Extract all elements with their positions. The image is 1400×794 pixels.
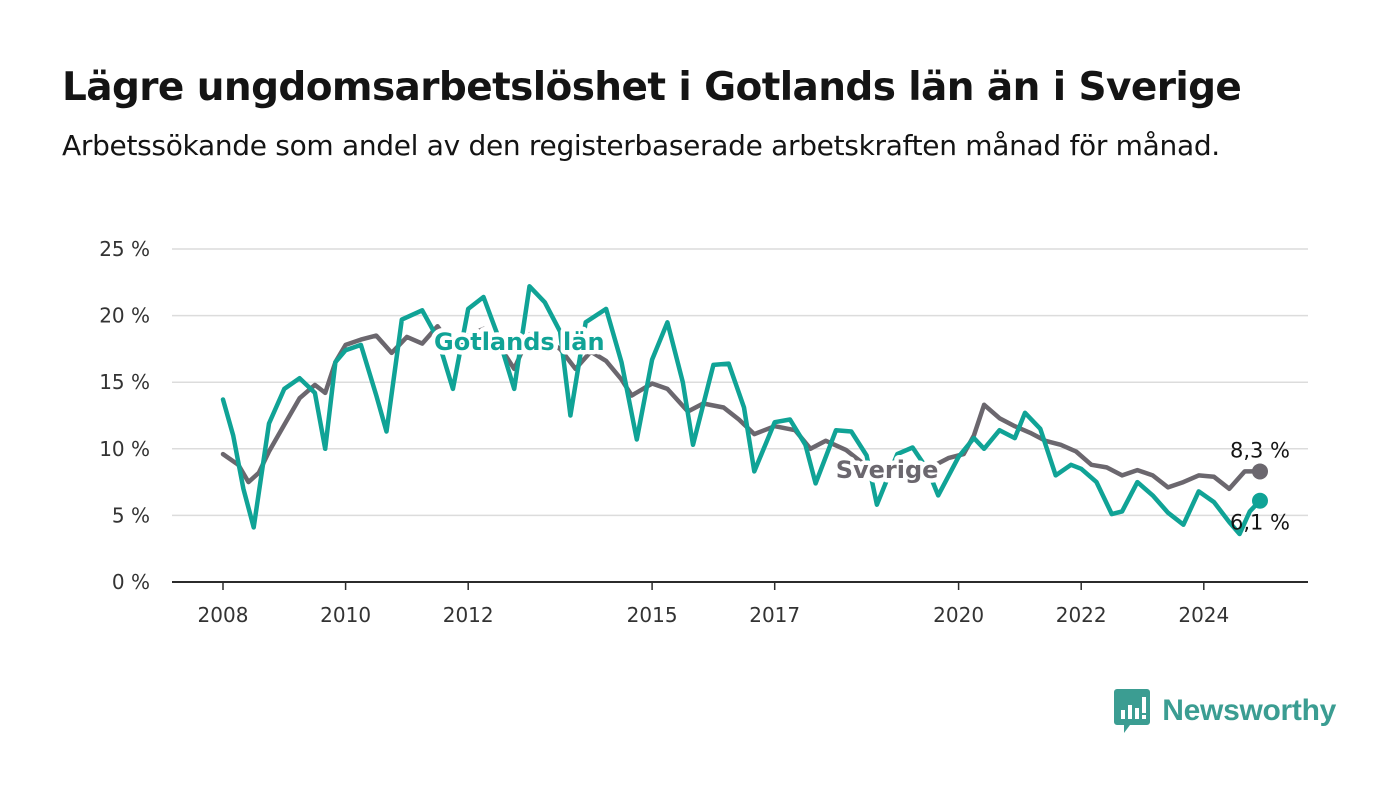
y-tick-label: 5 %: [112, 503, 150, 527]
chart-subtitle: Arbetssökande som andel av den registerb…: [62, 129, 1220, 162]
series-end-point-gotlands-ln: [1251, 492, 1268, 509]
x-axis: 2008 2010 2012 2015 2017 2020 2022 2024: [198, 582, 1229, 627]
y-tick-label: 10 %: [99, 437, 150, 461]
series-end-label-gotlands-ln: 6,1 %: [1230, 511, 1290, 535]
x-tick-label: 2017: [749, 603, 800, 627]
y-tick-label: 20 %: [99, 304, 150, 328]
y-tick-label: 0 %: [112, 570, 150, 594]
x-tick-label: 2024: [1178, 603, 1229, 627]
x-tick-label: 2012: [443, 603, 494, 627]
x-tick-label: 2015: [627, 603, 678, 627]
y-tick-label: 15 %: [99, 370, 150, 394]
y-tick-label: 25 %: [99, 237, 150, 261]
series-line-sverige: [220, 324, 1263, 492]
series-end-label-sverige: 8,3 %: [1230, 438, 1290, 462]
brand-name: Newsworthy: [1162, 694, 1336, 727]
series-lines: [220, 284, 1268, 537]
series-end-point-sverige: [1251, 463, 1268, 480]
newsworthy-logo[interactable]: Newsworthy: [1114, 689, 1336, 733]
series-name-label-gotlands-ln: Gotlands län: [434, 328, 605, 356]
x-tick-label: 2022: [1056, 603, 1107, 627]
series-labels: 8,3 % 6,1 % Sverige Gotlands län: [430, 324, 1290, 535]
y-axis: 0 % 5 % 10 % 15 % 20 % 25 %: [99, 237, 150, 594]
x-tick-label: 2020: [933, 603, 984, 627]
x-tick-label: 2010: [320, 603, 371, 627]
series-name-label-sverige: Sverige: [836, 456, 939, 484]
x-tick-label: 2008: [198, 603, 249, 627]
gridlines: [172, 248, 1308, 583]
series-line-gotlands-ln: [220, 284, 1263, 537]
chart-title: Lägre ungdomsarbetslöshet i Gotlands län…: [62, 65, 1242, 110]
bar-chart-speech-bubble-icon: [1114, 689, 1151, 733]
